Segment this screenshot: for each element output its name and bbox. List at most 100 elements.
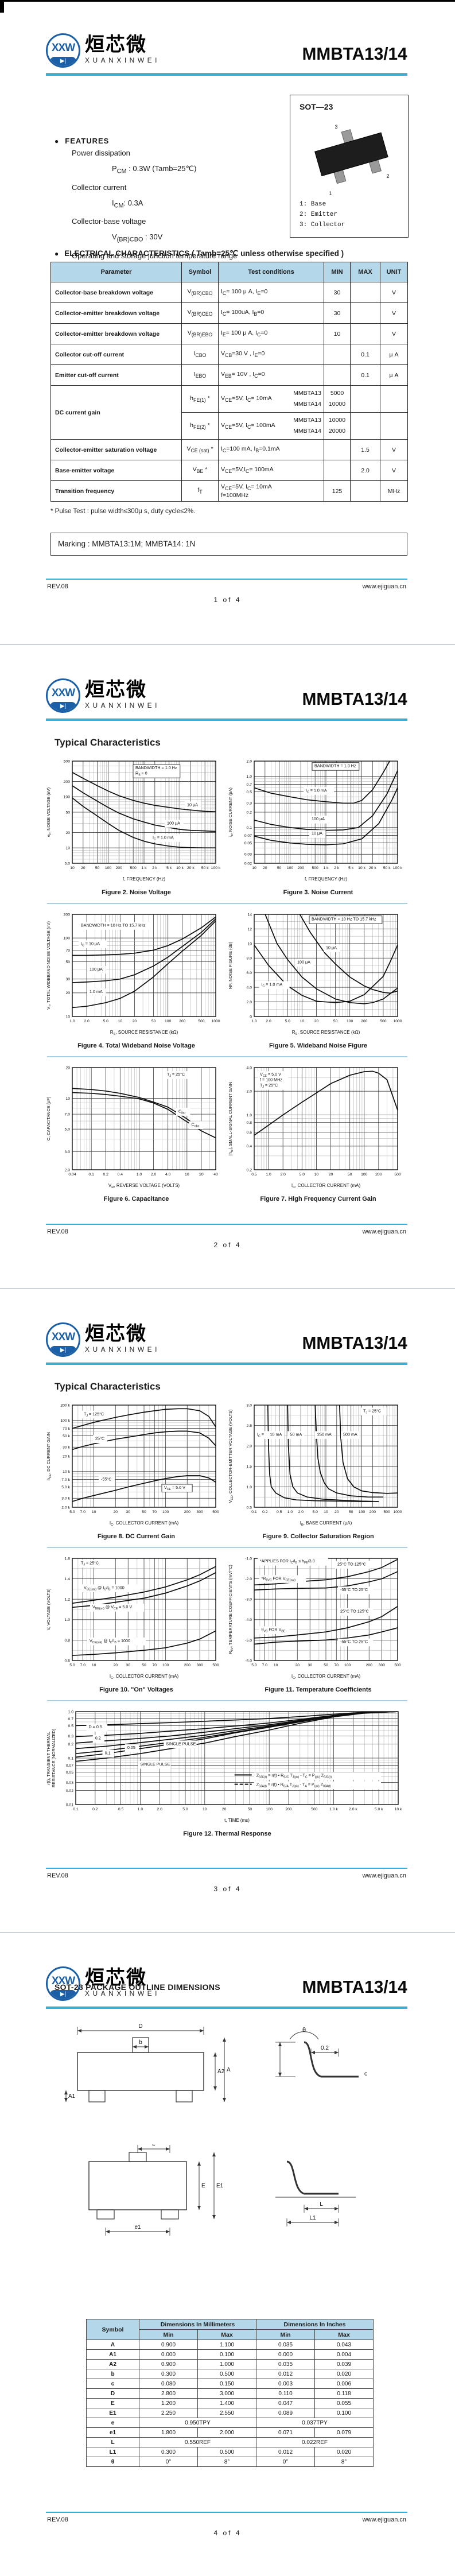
brand-logo: XXW ▶| 烜芯微 XUANXINWEI [46,678,160,713]
series-θVB -55C TO 25C [254,1627,398,1645]
svg-text:3.0: 3.0 [65,1150,71,1154]
svg-text:Cibo: Cibo [178,1108,185,1115]
logo-text: 烜芯微 XUANXINWEI [85,33,160,64]
svg-text:2.0: 2.0 [280,1173,286,1177]
svg-text:0.03: 0.03 [66,1781,73,1785]
marking-box: Marking : MMBTA13:1M; MMBTA14: 1N [50,533,407,556]
min-cell [324,460,351,481]
dim-symbol: c [86,2379,139,2389]
elec-column-header: MAX [350,262,380,282]
svg-text:500: 500 [311,1807,318,1811]
website-link[interactable]: www.ejiguan.cn [362,583,406,590]
package-name: SOT—23 [300,102,333,111]
dim-mm-max: 3.000 [197,2388,257,2399]
svg-text:200: 200 [64,913,71,917]
electrical-characteristics-table: Parameter Symbol Test conditions MIN MAX UNIT… [50,262,408,502]
fig11-plot: 5.0 7.0 10 20 30 50 70 100 200 300 500 -1.0 -2.0 -3.0… [228,1557,401,1680]
svg-text:2 k: 2 k [152,866,158,870]
svg-text:70 k: 70 k [63,1427,70,1431]
conditions-cell: VCE=5V, IC= 100mA MMBTA13 MMBTA14 [218,412,324,440]
conditions-cell: IE= 100 μ A, IC=0 [218,323,324,344]
svg-text:100 k: 100 k [393,866,403,870]
svg-text:500: 500 [394,1173,401,1177]
website-link[interactable]: www.ejiguan.cn [362,2516,406,2523]
fig6-plot: 0.04 0.1 0.2 0.4 1.0 2.0 4.0 10 20 40 2.0 3.0 5.0 7.0… [46,1066,218,1189]
svg-text:30 k: 30 k [63,1446,70,1450]
dim-row: E1 2.250 2.550 0.089 0.100 [86,2408,374,2418]
svg-text:2.0: 2.0 [266,1019,271,1023]
svg-text:D: D [138,2023,142,2030]
figure-separator [47,1700,407,1701]
page-header: XXW ▶| 烜芯微 XUANXINWEI MMBTA13/14 [46,1322,407,1361]
conditions-cell: IC=100 mA, IB=0.1mA [218,439,324,460]
dim-table: Symbol Dimensions In Millimeters Dimension… [86,2319,374,2467]
series-10 uA [299,914,398,994]
footer-rule [46,2512,407,2513]
svg-text:100: 100 [162,1663,169,1667]
svg-text:20 k: 20 k [63,1454,70,1458]
max-cell [350,323,380,344]
sot23-package-drawing: 3 2 1 [290,115,408,204]
elec-column-header: MIN [324,262,351,282]
svg-text:20 k: 20 k [369,866,376,870]
svg-text:10: 10 [65,1015,70,1019]
svg-text:10: 10 [65,847,70,851]
svg-text:*RθVC FOR VCE(sat): *RθVC FOR VCE(sat) [262,1576,296,1582]
logo-english-name: XUANXINWEI [85,1989,161,1997]
svg-text:0.7: 0.7 [247,783,252,787]
svg-text:100: 100 [266,1807,273,1811]
features-heading: ● FEATURES [55,137,110,145]
page-4: XXW ▶| 烜芯微 XUANXINWEI MMBTA13/14 SOT-23 … [0,1932,455,2576]
svg-text:c: c [364,2071,367,2077]
website-link[interactable]: www.ejiguan.cn [362,1872,406,1879]
svg-text:b: b [139,2039,142,2046]
svg-text:500: 500 [198,1019,205,1023]
part-number-title: MMBTA13/14 [302,1977,407,1997]
dim-inch-max: 0.020 [314,2369,374,2379]
brand-logo: XXW ▶| 烜芯微 XUANXINWEI [46,33,160,68]
min-cell: 125 [324,480,351,502]
scan-artifact [0,0,455,2]
svg-text:7.0: 7.0 [262,1663,268,1667]
dim-mm-min: 0.080 [139,2379,198,2389]
svg-text:20: 20 [314,1019,319,1023]
svg-text:0.2: 0.2 [92,1807,98,1811]
svg-text:50 mA: 50 mA [290,1431,302,1437]
svg-text:e: e [152,2144,155,2148]
dim-mm-max: 0.100 [197,2349,257,2360]
svg-text:1.6: 1.6 [65,1557,71,1561]
svg-text:RS ≈ 0: RS ≈ 0 [135,771,147,777]
svg-text:0.6: 0.6 [65,1659,71,1663]
website-link[interactable]: www.ejiguan.cn [362,1228,406,1235]
dim-inch-min: 0.035 [256,2359,316,2369]
parameter-cell: Collector-emitter saturation voltage [50,439,182,460]
svg-text:200: 200 [366,1663,373,1667]
logo-text: 烜芯微 XUANXINWEI [85,1966,160,1997]
pin-legend: 1: Base 2: Emitter 3: Collector [300,199,345,230]
svg-text:4.0: 4.0 [165,1173,171,1177]
svg-text:1000: 1000 [393,1019,402,1023]
svg-text:1.0: 1.0 [251,1019,257,1023]
svg-text:IC, COLLECTOR CURRENT (mA): IC, COLLECTOR CURRENT (mA) [110,1674,179,1680]
dim-symbol: θ [86,2457,139,2467]
conditions-cell: VCE=5V, IC= 10mA f=100MHz [218,480,324,502]
logo-circle-icon: XXW ▶| [46,1966,80,2001]
footer-rule [46,1868,407,1869]
svg-text:1.0 mA: 1.0 mA [90,989,103,994]
svg-text:10: 10 [92,1663,96,1667]
page-header: XXW ▶| 烜芯微 XUANXINWEI MMBTA13/14 [46,678,407,717]
series-25C [72,1430,216,1450]
svg-text:θ: θ [302,2027,306,2034]
svg-text:50 k: 50 k [383,866,391,870]
svg-text:10: 10 [300,1019,305,1023]
svg-text:E1: E1 [216,2183,224,2189]
svg-text:100: 100 [64,796,71,800]
pulse-test-note: * Pulse Test : pulse width≤300μ s, duty … [50,508,196,515]
fig12-plot: 0.1 0.2 0.5 1.0 2.0 5.0 10 20 50 100 200 500 1.0 k 2.… [46,1710,402,1823]
parameter-cell: DC current gain [50,385,182,440]
parameter-cell: Collector cut-off current [50,344,182,365]
svg-text:10: 10 [185,1173,189,1177]
